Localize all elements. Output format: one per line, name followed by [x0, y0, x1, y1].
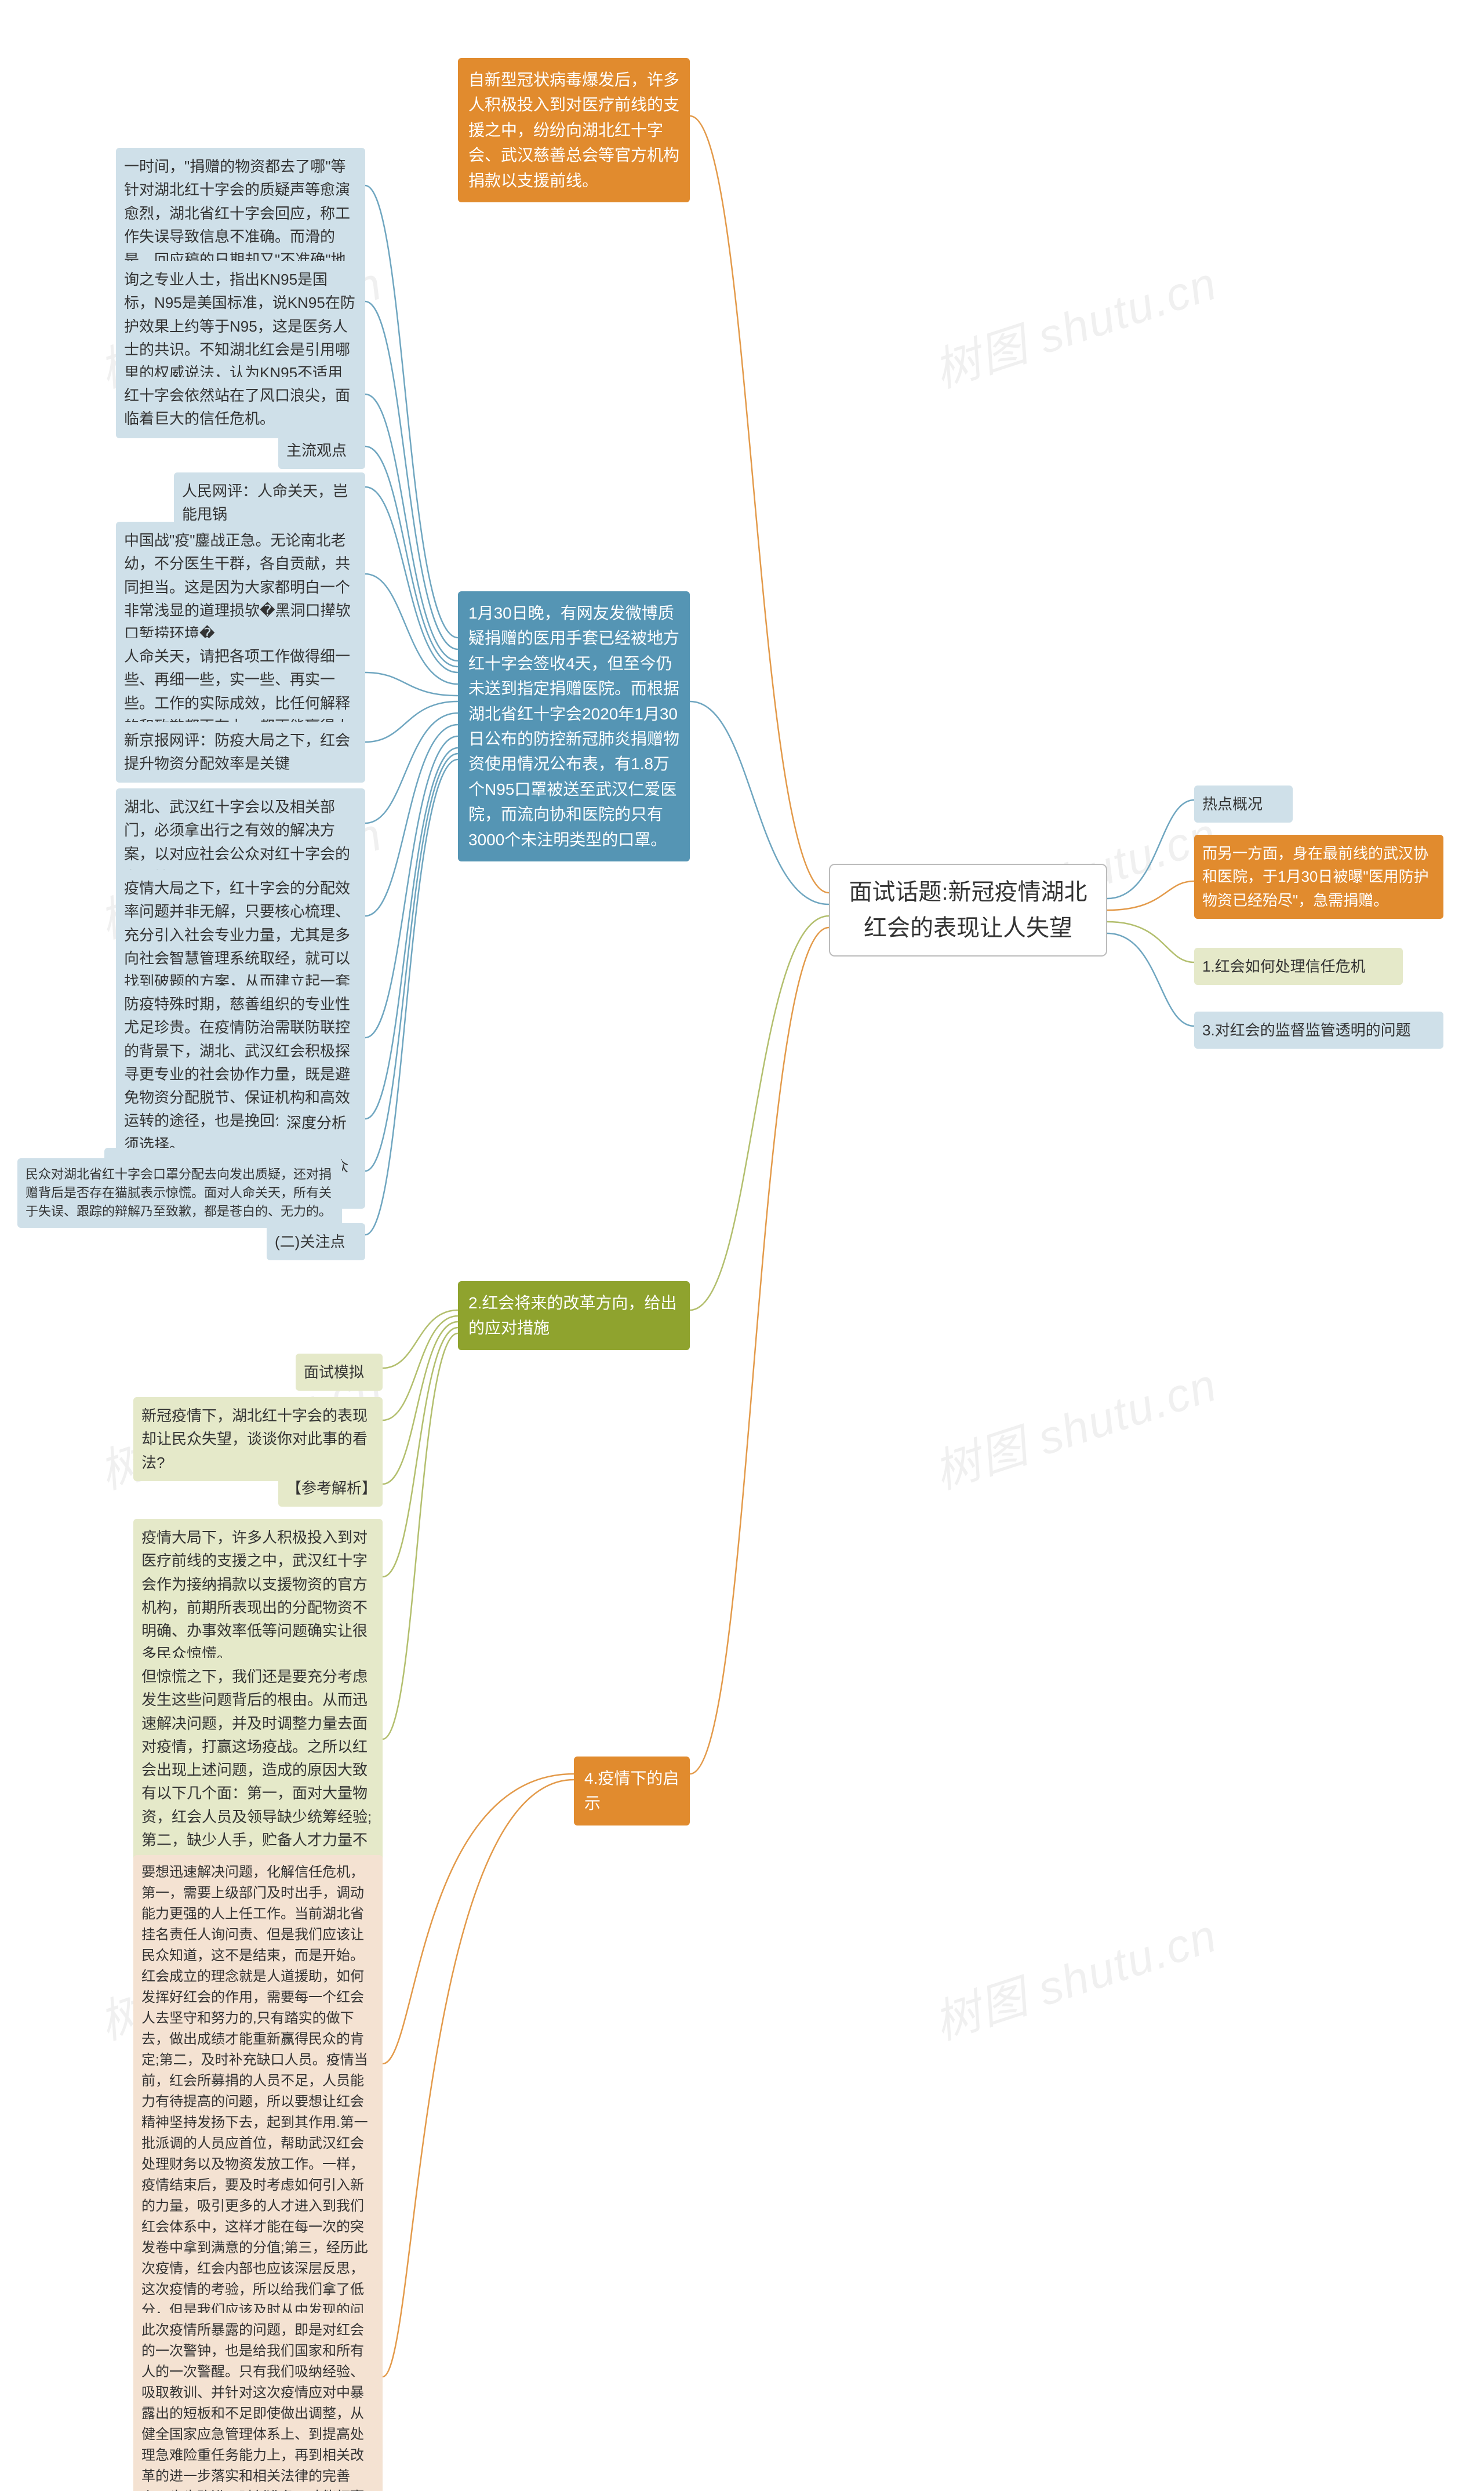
- public-criticism[interactable]: 民众对湖北省红十字会口罩分配去向发出质疑，还对捐赠背后是否存在猫腻表示惊慌。面对…: [17, 1158, 342, 1228]
- right-frontline[interactable]: 而另一方面，身在最前线的武汉协和医院，于1月30日被曝"医用防护物资已经殆尽"，…: [1194, 835, 1443, 919]
- watermark: 树图 shutu.cn: [924, 1348, 1224, 1503]
- branch-reform[interactable]: 2.红会将来的改革方向，给出的应对措施: [458, 1281, 690, 1350]
- root-node[interactable]: 面试话题:新冠疫情湖北红会的表现让人失望: [829, 864, 1107, 957]
- right-q3[interactable]: 3.对红会的监督监管透明的问题: [1194, 1012, 1443, 1049]
- event-heading-xinjing[interactable]: 新京报网评：防疫大局之下，红会提升物资分配效率是关键: [116, 722, 365, 783]
- right-hotspot[interactable]: 热点概况: [1194, 786, 1293, 823]
- event-heading-main[interactable]: 主流观点: [278, 432, 365, 469]
- event-heading-focus[interactable]: (二)关注点: [267, 1223, 365, 1260]
- right-q1[interactable]: 1.红会如何处理信任危机: [1194, 948, 1403, 985]
- reform-child-c3[interactable]: 【参考解析】: [278, 1470, 383, 1507]
- reform-child-c4[interactable]: 疫情大局下，许多人积极投入到对医疗前线的支援之中，武汉红十字会作为接纳捐款以支援…: [133, 1519, 383, 1673]
- inspire-summary[interactable]: 此次疫情所暴露的问题，即是对红会的一次警钟，也是给我们国家和所有人的一次警醒。只…: [133, 2313, 383, 2491]
- branch-event[interactable]: 1月30日晚，有网友发微博质疑捐赠的医用手套已经被地方红十字会签收4天，但至今仍…: [458, 591, 690, 861]
- mindmap-canvas: 树图 shutu.cn 树图 shutu.cn 树图 shutu.cn 树图 s…: [0, 0, 1484, 2491]
- event-child[interactable]: 中国战"疫"鏖战正急。无论南北老幼，不分医生干群，各自贡献，共同担当。这是因为大…: [116, 522, 365, 652]
- branch-intro[interactable]: 自新型冠状病毒爆发后，许多人积极投入到对医疗前线的支援之中，纷纷向湖北红十字会、…: [458, 58, 690, 202]
- watermark: 树图 shutu.cn: [924, 246, 1224, 401]
- event-child[interactable]: 红十字会依然站在了风口浪尖，面临着巨大的信任危机。: [116, 377, 365, 438]
- reform-child-c1[interactable]: 面试模拟: [296, 1354, 383, 1391]
- reform-child-c2[interactable]: 新冠疫情下，湖北红十字会的表现却让民众失望，谈谈你对此事的看法?: [133, 1397, 383, 1481]
- branch-inspire[interactable]: 4.疫情下的启示: [574, 1757, 690, 1825]
- watermark: 树图 shutu.cn: [924, 1899, 1224, 2053]
- event-heading-deep[interactable]: 深度分析: [278, 1104, 365, 1141]
